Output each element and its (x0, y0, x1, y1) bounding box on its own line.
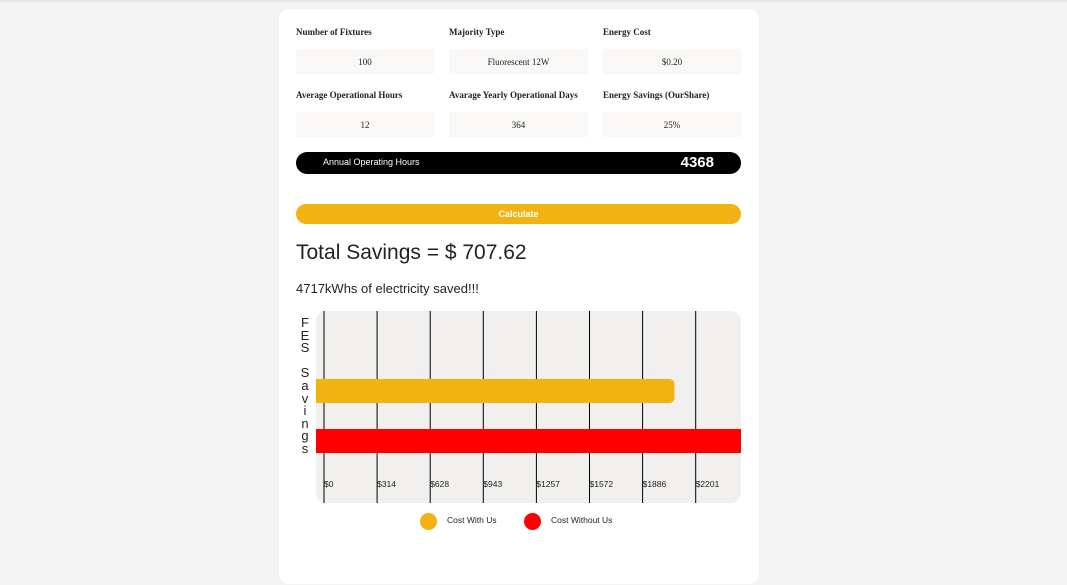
kwh-saved: 4717kWhs of electricity saved!!! (296, 281, 479, 296)
operational-days-label: Avarage Yearly Operational Days (449, 90, 578, 100)
x-tick-label: $1572 (590, 479, 614, 489)
annual-hours-label: Annual Operating Hours (323, 157, 420, 167)
energy-cost-input[interactable]: $0.20 (603, 49, 741, 74)
y-label-char: g (301, 428, 309, 444)
fixtures-input[interactable]: 100 (296, 49, 434, 74)
x-tick-label: $1886 (643, 479, 667, 489)
x-tick-label: $1257 (536, 479, 560, 489)
legend-label-without-us: Cost Without Us (551, 515, 613, 525)
energy-savings-input[interactable]: 25% (603, 112, 741, 137)
y-label-char: E (300, 327, 310, 343)
x-tick-label: $314 (377, 479, 396, 489)
total-savings: Total Savings = $ 707.62 (296, 241, 527, 264)
operational-hours-input[interactable]: 12 (296, 112, 434, 137)
bar-cost-with-us (308, 379, 675, 403)
savings-chart: $0 $314 $628 $943 $1257 $1572 $1886 $2201 (308, 311, 795, 503)
y-label-char: F (301, 315, 309, 330)
majority-type-select[interactable]: Fluorescent 12W (449, 49, 588, 74)
majority-type-label: Majority Type (449, 27, 505, 37)
energy-savings-label: Energy Savings (OurShare) (603, 90, 710, 100)
operational-hours-label: Average Operational Hours (296, 90, 403, 100)
operational-days-input[interactable]: 364 (449, 112, 588, 137)
annual-hours-value: 4368 (680, 154, 714, 171)
savings-chart-svg: $0 $314 $628 $943 $1257 $1572 $1886 $2201 (308, 311, 795, 503)
y-label-char: v (301, 390, 309, 406)
y-label-char: i (303, 403, 307, 419)
y-label-char: s (301, 440, 309, 456)
bar-cost-without-us (308, 429, 795, 453)
x-tick-label: $628 (430, 479, 449, 489)
y-label-char: S (300, 365, 310, 381)
calculator-card: Number of Fixtures 100 Majority Type Flu… (279, 9, 795, 584)
energy-cost-label: Energy Cost (603, 27, 651, 37)
fixtures-label: Number of Fixtures (296, 27, 372, 37)
legend-label-with-us: Cost With Us (447, 515, 497, 525)
x-tick-label: $943 (483, 479, 502, 489)
annual-hours-bar: Annual Operating Hours 4368 (296, 152, 741, 174)
y-label-char: S (300, 340, 310, 356)
top-border (0, 0, 1067, 2)
y-label-char: a (301, 377, 309, 393)
calculate-button[interactable]: Calculate (296, 204, 741, 224)
y-label-char: n (301, 415, 309, 431)
legend-dot-with-us (420, 513, 437, 530)
x-tick-label: $2201 (696, 479, 720, 489)
x-tick-label: $0 (324, 479, 334, 489)
legend-dot-without-us (524, 513, 541, 530)
